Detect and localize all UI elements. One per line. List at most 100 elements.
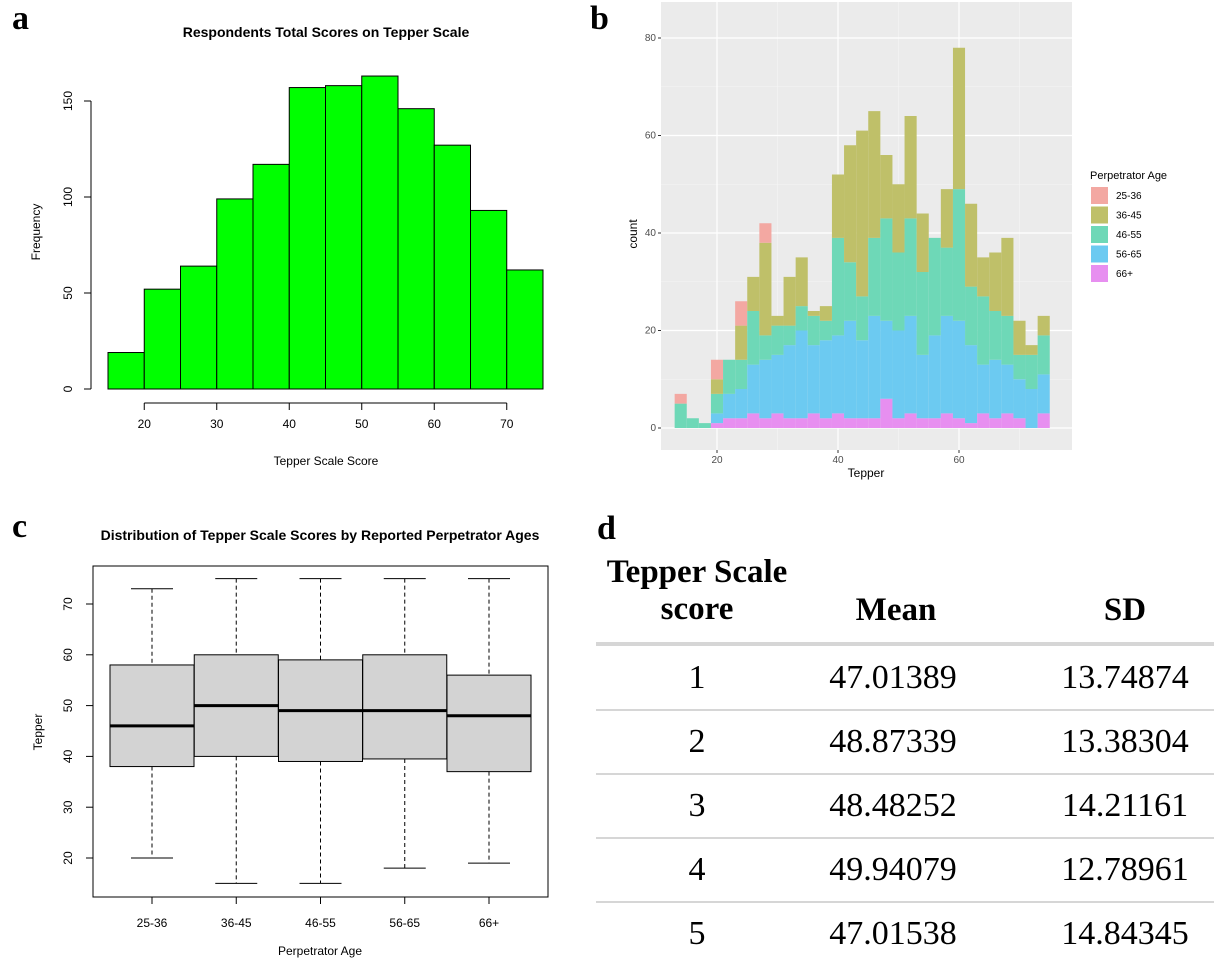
y-tick-label: 20 — [61, 851, 75, 865]
stacked-bar-segment — [723, 360, 735, 394]
table-cell-score: 1 — [596, 647, 798, 709]
table-cell-mean: 47.01538 — [796, 903, 990, 965]
stacked-bar-segment — [929, 418, 941, 428]
stacked-bar-segment — [820, 340, 832, 418]
table-cell-score: 2 — [596, 711, 798, 773]
stacked-bar-segment — [1001, 365, 1013, 414]
stacked-bar-segment — [711, 360, 723, 380]
stacked-bar-segment — [759, 418, 771, 428]
chart-b-legend: 25-3636-4546-5556-6566+ — [1091, 187, 1142, 282]
stacked-bar-segment — [711, 379, 723, 394]
stacked-bar-segment — [747, 365, 759, 414]
y-tick-label: 0 — [61, 385, 75, 392]
histogram-bar — [108, 353, 144, 389]
stacked-bar-segment — [856, 296, 868, 340]
stacked-bar-segment — [905, 316, 917, 414]
stacked-bar-segment — [784, 418, 796, 428]
stacked-bar-segment — [711, 394, 723, 414]
legend-swatch — [1091, 207, 1108, 224]
stacked-bar-segment — [796, 306, 808, 330]
stacked-bar-segment — [965, 204, 977, 287]
table-cell-sd: 14.84345 — [1036, 903, 1214, 965]
x-tick-label: 36-45 — [221, 916, 252, 930]
table-row: 4 49.94079 12.78961 — [596, 839, 1214, 901]
stacked-bar-segment — [844, 145, 856, 262]
histogram-bar — [434, 145, 470, 389]
stacked-bar-segment — [832, 238, 844, 336]
stacked-bar-segment — [917, 418, 929, 428]
y-tick-label: 50 — [61, 286, 75, 300]
stacked-bar-segment — [808, 311, 820, 316]
stacked-bar-segment — [905, 413, 917, 428]
stacked-bar-segment — [953, 48, 965, 189]
stacked-bar-segment — [989, 253, 1001, 312]
table-header-rule — [596, 642, 1214, 646]
stacked-bar-segment — [820, 306, 832, 321]
stacked-bar-segment — [965, 423, 977, 428]
histogram-bar — [217, 199, 253, 389]
stacked-bar-segment — [808, 345, 820, 413]
histogram-bar — [144, 289, 180, 389]
stacked-bar-segment — [1001, 413, 1013, 428]
legend-label: 56-65 — [1116, 250, 1142, 261]
stacked-bar-segment — [856, 418, 868, 428]
stacked-bar-segment — [808, 413, 820, 428]
table-cell-sd: 14.21161 — [1036, 775, 1214, 837]
stacked-bar-segment — [1001, 316, 1013, 365]
stacked-bar-segment — [892, 184, 904, 252]
stacked-bar-segment — [687, 418, 699, 428]
table-row: 5 47.01538 14.84345 — [596, 903, 1214, 965]
table-cell-mean: 48.87339 — [796, 711, 990, 773]
y-tick-label: 20 — [645, 326, 657, 337]
histogram-bar — [326, 86, 362, 389]
stacked-bar-segment — [880, 218, 892, 320]
stacked-bar-segment — [917, 355, 929, 418]
x-tick-label: 25-36 — [137, 916, 168, 930]
stacked-bar-segment — [844, 418, 856, 428]
chart-a-histogram: 20 30 40 50 60 70050100150 — [61, 76, 543, 431]
stacked-bar-segment — [977, 365, 989, 414]
table-cell-sd: 12.78961 — [1036, 839, 1214, 901]
stacked-bar-segment — [1026, 389, 1038, 428]
stacked-bar-segment — [941, 248, 953, 316]
histogram-bar — [181, 266, 217, 389]
stacked-bar-segment — [759, 223, 771, 243]
table-cell-score: 3 — [596, 775, 798, 837]
stacked-bar-segment — [723, 394, 735, 418]
chart-a-xlabel: Tepper Scale Score — [274, 454, 379, 468]
stacked-bar-segment — [892, 418, 904, 428]
y-tick-label: 70 — [61, 597, 75, 611]
stacked-bar-segment — [735, 389, 747, 418]
y-tick-label: 40 — [645, 228, 657, 239]
legend-swatch — [1091, 246, 1108, 263]
stacked-bar-segment — [929, 238, 941, 336]
stacked-bar-segment — [759, 335, 771, 359]
y-tick-label: 150 — [61, 91, 75, 111]
x-tick-label: 50 — [355, 417, 369, 431]
stacked-bar-segment — [917, 272, 929, 355]
chart-b-stacked-histogram: 20 40 60020406080 — [645, 2, 1072, 466]
table-cell-mean: 48.48252 — [796, 775, 990, 837]
stacked-bar-segment — [977, 257, 989, 296]
stacked-bar-segment — [844, 262, 856, 321]
stacked-bar-segment — [796, 257, 808, 306]
x-tick-label: 60 — [428, 417, 442, 431]
legend-swatch — [1091, 265, 1108, 282]
x-tick-label: 56-65 — [389, 916, 420, 930]
stacked-bar-segment — [735, 326, 747, 360]
stacked-bar-segment — [1038, 335, 1050, 374]
stacked-bar-segment — [965, 345, 977, 423]
legend-label: 25-36 — [1116, 191, 1142, 202]
y-tick-label: 40 — [61, 749, 75, 763]
chart-c-ylabel: Tepper — [31, 714, 45, 751]
box-iqr — [447, 675, 531, 772]
x-tick-label: 30 — [210, 417, 224, 431]
stacked-bar-segment — [771, 413, 783, 428]
table-header-score-line1: Tepper Scale — [596, 555, 798, 590]
stacked-bar-segment — [699, 423, 711, 428]
stacked-bar-segment — [880, 155, 892, 218]
stacked-bar-segment — [892, 331, 904, 419]
table-cell-sd: 13.74874 — [1036, 647, 1214, 709]
table-cell-mean: 49.94079 — [796, 839, 990, 901]
stacked-bar-segment — [1038, 413, 1050, 428]
